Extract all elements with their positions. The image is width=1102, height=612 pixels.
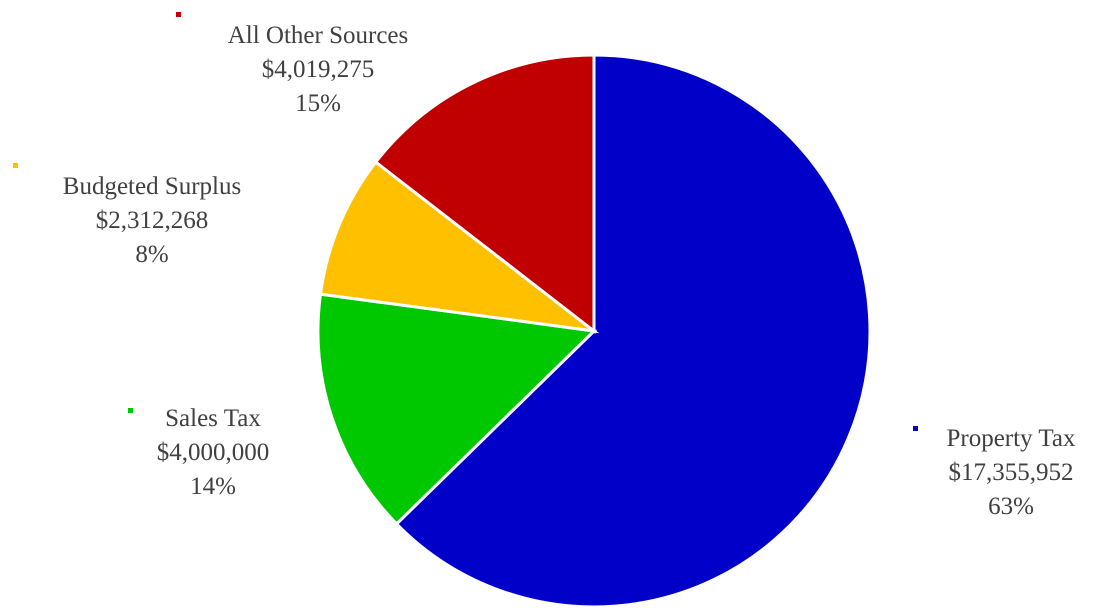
- slice-percent: 63%: [988, 493, 1034, 520]
- data-label-budgeted-surplus: Budgeted Surplus $2,312,268 8%: [13, 163, 241, 268]
- slice-value: $4,000,000: [157, 439, 270, 466]
- pie-labels: Property Tax $17,355,952 63% Sales Tax $4,00…: [13, 12, 1076, 520]
- legend-marker: [13, 163, 18, 168]
- slice-label: Sales Tax: [165, 405, 261, 432]
- pie-slice-property-tax: [394, 53, 872, 609]
- legend-marker: [128, 408, 133, 413]
- slice-value: $4,019,275: [262, 56, 375, 83]
- pie-slices: [316, 53, 872, 609]
- pie-slice-budgeted-surplus: [318, 159, 600, 334]
- pie-slice-all-other-sources: [373, 53, 596, 335]
- slice-value: $17,355,952: [949, 459, 1074, 486]
- slice-label: All Other Sources: [228, 22, 409, 49]
- slice-percent: 15%: [295, 90, 341, 117]
- slice-label: Property Tax: [946, 425, 1076, 452]
- slice-percent: 14%: [190, 473, 236, 500]
- legend-marker: [176, 12, 181, 17]
- pie-slice-sales-tax: [316, 292, 598, 526]
- legend-marker: [913, 426, 918, 431]
- slice-percent: 8%: [135, 241, 168, 268]
- slice-value: $2,312,268: [96, 207, 209, 234]
- data-label-sales-tax: Sales Tax $4,000,000 14%: [128, 405, 269, 500]
- slice-label: Budgeted Surplus: [63, 173, 241, 200]
- data-label-all-other-sources: All Other Sources $4,019,275 15%: [176, 12, 408, 117]
- data-label-property-tax: Property Tax $17,355,952 63%: [913, 425, 1076, 520]
